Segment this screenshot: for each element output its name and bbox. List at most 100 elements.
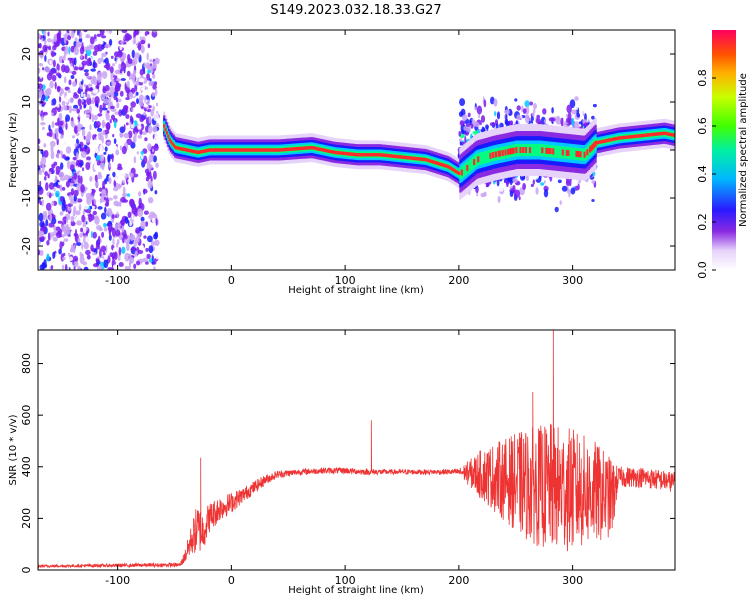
heatmap-cell	[92, 84, 96, 90]
ridge-cell	[367, 153, 371, 157]
heatmap-cell	[574, 96, 579, 101]
ridge-cell	[265, 148, 268, 152]
heatmap-cell	[91, 199, 94, 206]
heatmap-cell	[535, 187, 539, 195]
heatmap-cell	[48, 135, 51, 142]
heatmap-cell	[44, 176, 47, 181]
heatmap-cell	[111, 97, 114, 103]
heatmap-cell	[79, 175, 83, 185]
ridge-cell	[572, 147, 575, 160]
heatmap-cell	[65, 95, 69, 103]
heatmap-cell	[153, 143, 159, 152]
ridge-cell	[283, 147, 286, 152]
ridge-cell	[638, 134, 641, 138]
ridge-cell	[402, 155, 405, 159]
heatmap-cell	[70, 244, 74, 253]
ridge-cell	[479, 152, 482, 165]
heatmap-cell	[58, 153, 62, 161]
heatmap-cell	[542, 108, 547, 115]
heatmap-cell	[566, 185, 569, 194]
heatmap-cell	[86, 93, 91, 99]
heatmap-cell	[105, 111, 108, 118]
ridge-cell	[361, 153, 364, 157]
y-tick-label: 400	[20, 456, 33, 477]
heatmap-cell	[149, 78, 152, 82]
heatmap-cell	[95, 84, 100, 90]
heatmap-cell	[80, 91, 84, 98]
heatmap-cell	[65, 204, 68, 213]
ridge-cell	[362, 153, 365, 157]
heatmap-cell	[44, 39, 47, 46]
ridge-cell	[333, 150, 336, 155]
heatmap-cell	[111, 214, 115, 219]
heatmap-cell	[126, 80, 130, 88]
heatmap-cell	[461, 114, 468, 121]
heatmap-cell	[137, 249, 144, 254]
ridge-cell	[478, 152, 481, 165]
ridge-cell	[438, 162, 442, 166]
ridge-cell	[174, 145, 177, 149]
heatmap-cell	[140, 216, 145, 222]
heatmap-cell	[73, 261, 79, 267]
heatmap-cell	[112, 171, 116, 178]
heatmap-cell	[94, 216, 100, 225]
heatmap-cell	[59, 37, 64, 42]
heatmap-cell	[124, 252, 130, 262]
ridge-cell	[202, 149, 205, 153]
ridge-cell	[599, 140, 603, 144]
heatmap-cell	[97, 71, 103, 78]
ridge-cell	[507, 148, 510, 155]
heatmap-cell	[44, 66, 51, 73]
heatmap-cell	[115, 149, 120, 156]
y-tick-label: 10	[20, 95, 33, 109]
heatmap-cell	[147, 43, 151, 49]
ridge-cell	[598, 140, 601, 144]
heatmap-cell	[137, 134, 142, 139]
heatmap-cell	[146, 73, 151, 81]
heatmap-cell	[108, 228, 112, 236]
heatmap-cell	[85, 114, 90, 118]
heatmap-cell	[109, 184, 114, 189]
ridge-cell	[421, 157, 424, 161]
heatmap-cell	[546, 177, 549, 184]
ridge-cell	[490, 149, 493, 162]
ridge-cell	[414, 156, 417, 161]
heatmap-cell	[504, 120, 510, 126]
heatmap-cell	[464, 131, 470, 136]
heatmap-cell	[104, 202, 109, 207]
heatmap-cell	[92, 76, 98, 86]
heatmap-cell	[65, 122, 68, 130]
ridge-cell	[343, 151, 346, 156]
heatmap-cell	[104, 146, 108, 152]
ridge-cell	[541, 147, 544, 154]
heatmap-cell	[139, 68, 144, 76]
ridge-cell	[578, 151, 581, 158]
ridge-cell	[619, 136, 622, 140]
ridge-cell	[474, 154, 477, 167]
heatmap-cell	[130, 236, 136, 240]
heatmap-cell	[82, 226, 87, 234]
heatmap-cell	[493, 98, 498, 107]
heatmap-cell	[123, 132, 130, 139]
heatmap-cell	[498, 184, 504, 192]
heatmap-cell	[491, 115, 496, 121]
heatmap-cell	[472, 130, 479, 135]
heatmap-cell	[100, 56, 104, 63]
heatmap-cell	[133, 263, 137, 270]
heatmap-cell	[89, 205, 93, 210]
ridge-cell	[400, 155, 403, 159]
ridge-cell	[195, 150, 199, 154]
ridge-cell	[631, 134, 634, 139]
ridge-cell	[649, 133, 652, 137]
heatmap-cell	[483, 99, 487, 108]
y-tick-label: 0	[20, 147, 33, 154]
heatmap-cell	[76, 241, 82, 247]
ridge-cell	[306, 146, 309, 150]
heatmap-cell	[147, 138, 152, 144]
ridge-cell	[303, 146, 306, 150]
heatmap-cell	[120, 62, 127, 71]
heatmap-cell	[573, 121, 580, 129]
heatmap-cell	[131, 74, 137, 79]
heatmap-cell	[132, 69, 137, 75]
